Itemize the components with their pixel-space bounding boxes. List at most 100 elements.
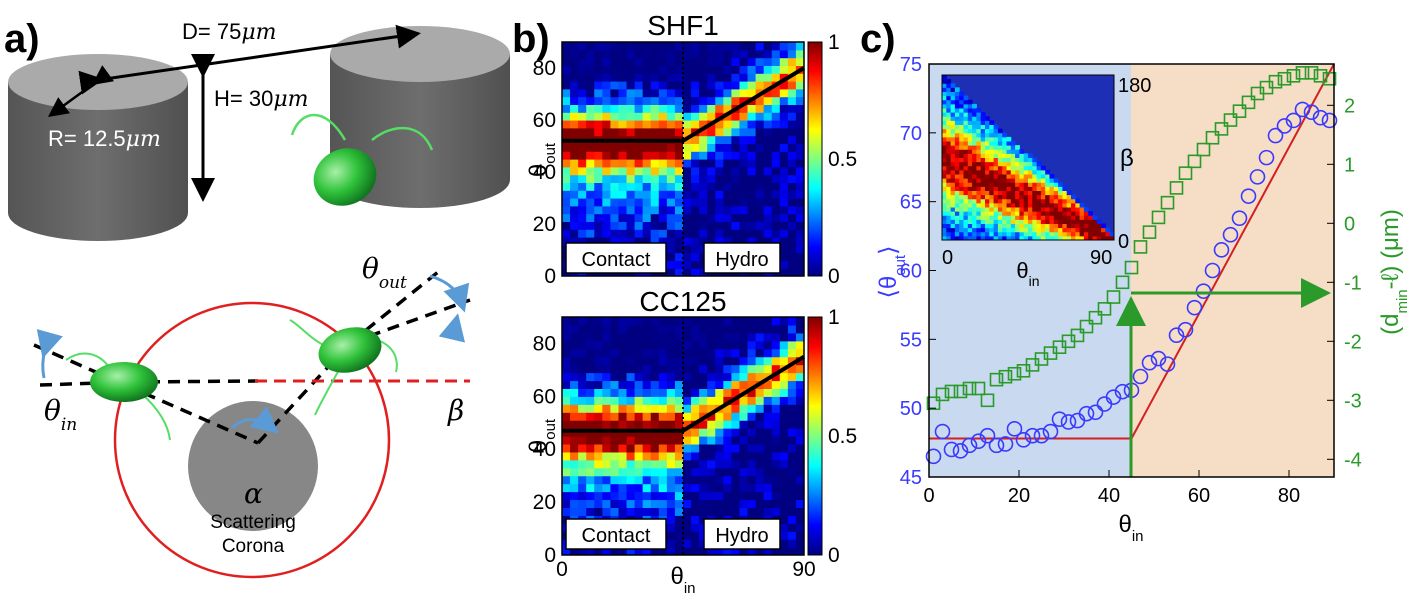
heatmap-cell [731, 73, 741, 82]
heatmap-cell [747, 547, 757, 555]
heatmap-cell [602, 436, 611, 445]
heatmap-cell [618, 356, 628, 366]
heatmap-cell [650, 81, 660, 90]
heatmap-cell [674, 348, 684, 358]
heatmap-cell [674, 65, 684, 74]
heatmap-cell [795, 467, 804, 477]
heatmap-cell [747, 443, 757, 453]
heatmap-cell [715, 443, 724, 453]
inset-heatmap-cell [963, 99, 969, 105]
inset-heatmap-cell [1036, 190, 1042, 196]
inset-heatmap-cell [959, 231, 964, 237]
heatmap-cell [731, 547, 741, 555]
inset-heatmap-cell [967, 182, 973, 187]
heatmap-cell [562, 317, 571, 326]
inset-heatmap-cell [980, 145, 986, 150]
heatmap-cell [570, 547, 579, 555]
heatmap-cell [658, 237, 668, 246]
heatmap-cell [747, 198, 757, 207]
heatmap-cell [755, 42, 765, 51]
inset-heatmap-cell [1049, 202, 1055, 208]
inset-heatmap-cell [942, 83, 947, 88]
heatmap-cell [666, 229, 676, 238]
square-point [1187, 154, 1202, 169]
alga-cell-left [65, 352, 171, 441]
heatmap-cell [723, 356, 732, 366]
heatmap-cell [610, 364, 620, 374]
heatmap-cell [666, 260, 676, 269]
heatmap-cell [650, 420, 660, 429]
heatmap-cell [739, 380, 749, 389]
heatmap-cell [562, 221, 571, 230]
heatmap-cell [731, 221, 741, 230]
inset-heatmap-cell [959, 132, 964, 138]
heatmap-cell [787, 499, 797, 508]
heatmap-cell [795, 120, 804, 129]
inset-heatmap-cell [946, 83, 952, 88]
heatmap-cell [610, 205, 620, 215]
inset-heatmap-cell [1032, 165, 1038, 171]
heatmap-cell [707, 143, 716, 152]
heatmap-cell [739, 443, 749, 453]
heatmap-cell [618, 205, 628, 215]
heatmap-cell [602, 120, 611, 129]
square-point [1088, 310, 1103, 325]
heatmap-cell [731, 451, 741, 461]
heatmap-cell [787, 166, 797, 176]
heatmap-cell [666, 57, 676, 66]
heatmap-bottom-ylabel: θout [525, 418, 559, 453]
heatmap-cell [642, 42, 652, 51]
inset-heatmap-cell [963, 194, 969, 200]
inset-heatmap-cell [972, 198, 977, 204]
heatmap-cell [731, 483, 741, 493]
inset-heatmap-cell [1006, 194, 1012, 200]
heatmap-cell [578, 174, 587, 183]
heatmap-cell [771, 88, 781, 98]
heatmap-cell [666, 143, 676, 152]
inset-heatmap-cell [950, 132, 956, 138]
heatmap-cell [739, 213, 749, 222]
inset-heatmap-cell [1062, 231, 1068, 237]
heatmap-cell [578, 356, 587, 366]
heatmap-cell [739, 475, 749, 485]
inset-heatmap-cell [1002, 190, 1007, 196]
heatmap-cell [763, 120, 773, 129]
inset-heatmap-cell [985, 120, 990, 125]
circle-point [1285, 112, 1302, 129]
heatmap-cell [626, 404, 636, 413]
heatmap-cell [699, 190, 708, 199]
heatmap-cell [755, 475, 765, 485]
inset-heatmap-cell [980, 112, 986, 117]
inset-heatmap-cell [1053, 194, 1059, 200]
heatmap-cell [763, 324, 773, 334]
theta-in-label: θin [44, 394, 77, 435]
heatmap-cell [650, 42, 660, 51]
heatmap-cell [707, 135, 716, 144]
heatmap-cell [691, 324, 700, 334]
heatmap-cell [610, 182, 620, 191]
inset-heatmap-cell [1049, 227, 1055, 233]
heatmap-cell [691, 268, 700, 276]
inset-heatmap-cell [946, 211, 952, 216]
heatmap-cell [795, 96, 804, 105]
heatmap-cell [795, 237, 804, 246]
heatmap-cell [787, 81, 797, 90]
heatmap-cell [739, 57, 749, 66]
heatmap-cell [658, 229, 668, 238]
inset-heatmap-cell [1010, 145, 1016, 150]
heatmap-cell [683, 523, 692, 532]
inset-heatmap-cell [1062, 215, 1068, 220]
square-point [1070, 328, 1085, 343]
heatmap-cell [658, 507, 668, 516]
heatmap-cell [666, 42, 676, 51]
inset-heatmap-cell [1053, 198, 1059, 204]
inset-heatmap-cell [950, 178, 956, 183]
inset-heatmap-cell [980, 186, 986, 191]
heatmap-cell [658, 166, 668, 176]
heatmap-bottom-ytick: 80 [533, 332, 556, 355]
heatmap-cell [594, 143, 603, 152]
inset-heatmap-cell [976, 145, 982, 150]
heatmap-cell [771, 42, 781, 51]
heatmap-cell [779, 96, 789, 105]
circle-point [1141, 354, 1158, 371]
